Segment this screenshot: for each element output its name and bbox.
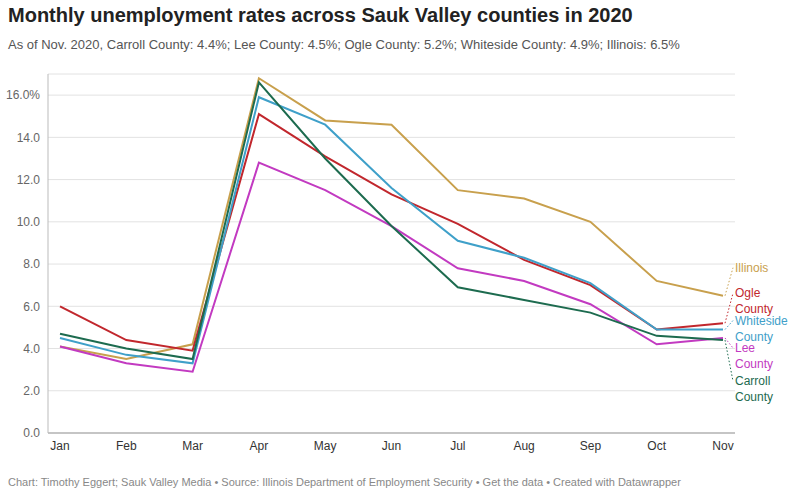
svg-text:Mar: Mar <box>182 439 203 453</box>
svg-text:May: May <box>314 439 337 453</box>
svg-text:Jan: Jan <box>50 439 69 453</box>
svg-text:CarrollCounty: CarrollCounty <box>735 374 773 404</box>
svg-text:Oct: Oct <box>647 439 666 453</box>
svg-text:8.0: 8.0 <box>23 257 40 271</box>
svg-text:Jul: Jul <box>450 439 465 453</box>
svg-text:Sep: Sep <box>580 439 602 453</box>
svg-text:0.0: 0.0 <box>23 426 40 440</box>
svg-text:14.0: 14.0 <box>17 131 41 145</box>
html-text:Chart: Timothy Eggert; Sauk Va: Chart: Timothy Eggert; Sauk Valley Media… <box>8 476 681 488</box>
svg-text:LeeCounty: LeeCounty <box>735 341 773 371</box>
svg-text:Illinois: Illinois <box>735 261 768 275</box>
svg-text:4.0: 4.0 <box>23 342 40 356</box>
html-text:Monthly unemployment rates acr: Monthly unemployment rates across Sauk V… <box>8 4 633 26</box>
svg-text:OgleCounty: OgleCounty <box>735 286 773 316</box>
svg-text:10.0: 10.0 <box>17 215 41 229</box>
svg-text:12.0: 12.0 <box>17 173 41 187</box>
svg-text:6.0: 6.0 <box>23 300 40 314</box>
svg-text:Apr: Apr <box>250 439 269 453</box>
svg-text:Aug: Aug <box>513 439 534 453</box>
svg-text:Jun: Jun <box>382 439 401 453</box>
svg-text:Feb: Feb <box>116 439 137 453</box>
html-text:As of Nov. 2020, Carroll Count: As of Nov. 2020, Carroll County: 4.4%; L… <box>8 37 680 52</box>
svg-text:16.0%: 16.0% <box>8 88 40 102</box>
svg-text:WhitesideCounty: WhitesideCounty <box>735 314 788 344</box>
svg-text:2.0: 2.0 <box>23 384 40 398</box>
svg-text:Nov: Nov <box>712 439 733 453</box>
